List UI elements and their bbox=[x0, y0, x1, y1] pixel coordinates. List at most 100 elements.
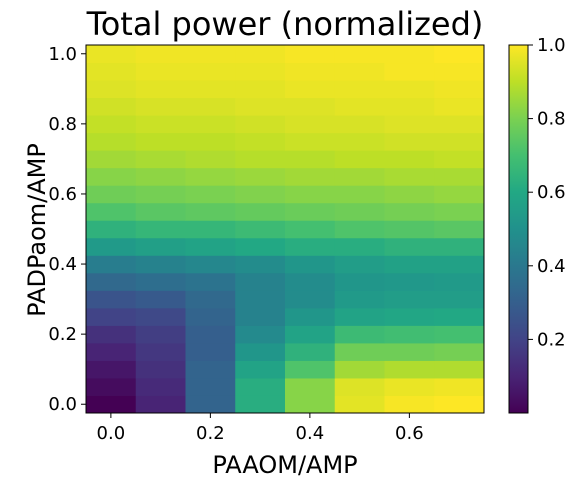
heatmap-cell bbox=[334, 62, 385, 81]
heatmap-cell bbox=[434, 167, 485, 186]
heatmap-cell bbox=[135, 167, 186, 186]
heatmap-cell bbox=[235, 97, 286, 116]
heatmap-cell bbox=[235, 220, 286, 239]
colorbar-tick-label: 0.2 bbox=[537, 329, 566, 350]
heatmap-cell bbox=[235, 255, 286, 274]
heatmap-cell bbox=[86, 202, 137, 221]
heatmap-cell bbox=[334, 220, 385, 239]
heatmap-cell bbox=[86, 342, 137, 361]
heatmap-cell bbox=[434, 220, 485, 239]
x-axis-label: PAAOM/AMP bbox=[212, 451, 357, 479]
heatmap-cell bbox=[235, 272, 286, 291]
heatmap-cell bbox=[86, 237, 137, 256]
heatmap-cell bbox=[285, 150, 336, 169]
heatmap-cell bbox=[185, 202, 236, 221]
colorbar-tick-label: 0.8 bbox=[537, 109, 566, 130]
heatmap-cell bbox=[185, 360, 236, 379]
heatmap-cell bbox=[86, 325, 137, 344]
heatmap-cell bbox=[434, 115, 485, 134]
heatmap-cell bbox=[86, 272, 137, 291]
heatmap-cell bbox=[185, 325, 236, 344]
colorbar-ticks: 0.2 0.4 0.6 0.8 1.0 bbox=[528, 35, 566, 350]
heatmap-cell bbox=[334, 272, 385, 291]
colorbar bbox=[508, 44, 529, 414]
heatmap-cell bbox=[334, 150, 385, 169]
heatmap-cell bbox=[384, 132, 435, 151]
heatmap-cell bbox=[135, 272, 186, 291]
heatmap-cell bbox=[235, 62, 286, 81]
heatmap-cell bbox=[285, 45, 336, 64]
heatmap-cell bbox=[235, 377, 286, 396]
heatmap-cell bbox=[135, 307, 186, 326]
heatmap-cell bbox=[434, 377, 485, 396]
x-tick-label: 0.2 bbox=[196, 423, 225, 444]
heatmap-cell bbox=[135, 202, 186, 221]
heatmap-cell bbox=[384, 80, 435, 99]
heatmap-cell bbox=[285, 62, 336, 81]
heatmap-cell bbox=[434, 272, 485, 291]
heatmap-cell bbox=[86, 360, 137, 379]
heatmap-cell bbox=[235, 185, 286, 204]
heatmap-cell bbox=[434, 395, 485, 414]
heatmap-cell bbox=[384, 377, 435, 396]
colorbar-tick-label: 0.6 bbox=[537, 182, 566, 203]
heatmap-cell bbox=[185, 45, 236, 64]
heatmap-cell bbox=[135, 395, 186, 414]
heatmap-cell bbox=[285, 342, 336, 361]
heatmap-cell bbox=[185, 62, 236, 81]
heatmap-cell bbox=[334, 185, 385, 204]
heatmap-cell bbox=[434, 325, 485, 344]
heatmap-cell bbox=[285, 237, 336, 256]
heatmap-cell bbox=[434, 290, 485, 309]
heatmap-cell bbox=[86, 80, 137, 99]
y-tick-label: 1.0 bbox=[48, 44, 77, 65]
heatmap-cell bbox=[334, 202, 385, 221]
heatmap-cell bbox=[135, 342, 186, 361]
chart-title: Total power (normalized) bbox=[86, 5, 484, 43]
heatmap-cell bbox=[235, 115, 286, 134]
heatmap-cell bbox=[384, 150, 435, 169]
heatmap-cell bbox=[434, 185, 485, 204]
heatmap-cell bbox=[285, 80, 336, 99]
heatmap-cell bbox=[334, 167, 385, 186]
heatmap-cell bbox=[235, 290, 286, 309]
heatmap-cells bbox=[86, 45, 485, 414]
heatmap-cell bbox=[235, 325, 286, 344]
heatmap-cell bbox=[235, 132, 286, 151]
heatmap-cell bbox=[334, 307, 385, 326]
heatmap-cell bbox=[235, 202, 286, 221]
heatmap-cell bbox=[285, 290, 336, 309]
heatmap-cell bbox=[384, 45, 435, 64]
heatmap-cell bbox=[334, 360, 385, 379]
heatmap-cell bbox=[434, 342, 485, 361]
heatmap-cell bbox=[334, 80, 385, 99]
heatmap-cell bbox=[285, 132, 336, 151]
heatmap-cell bbox=[285, 167, 336, 186]
y-axis-label: PADPaom/AMP bbox=[23, 143, 51, 317]
heatmap-cell bbox=[334, 115, 385, 134]
heatmap-cell bbox=[434, 202, 485, 221]
heatmap-cell bbox=[185, 167, 236, 186]
heatmap-cell bbox=[185, 272, 236, 291]
heatmap-cell bbox=[185, 237, 236, 256]
y-tick-label: 0.2 bbox=[48, 324, 77, 345]
heatmap-cell bbox=[334, 132, 385, 151]
heatmap-cell bbox=[135, 62, 186, 81]
heatmap-cell bbox=[86, 377, 137, 396]
heatmap-cell bbox=[334, 45, 385, 64]
heatmap-cell bbox=[434, 150, 485, 169]
heatmap-cell bbox=[185, 220, 236, 239]
heatmap-cell bbox=[86, 62, 137, 81]
heatmap-cell bbox=[384, 237, 435, 256]
heatmap-cell bbox=[384, 290, 435, 309]
heatmap-cell bbox=[86, 307, 137, 326]
heatmap-cell bbox=[285, 115, 336, 134]
heatmap-cell bbox=[86, 150, 137, 169]
x-tick-label: 0.0 bbox=[97, 423, 126, 444]
heatmap-cell bbox=[434, 237, 485, 256]
heatmap-cell bbox=[334, 255, 385, 274]
plot-frame bbox=[85, 44, 485, 414]
heatmap-cell bbox=[135, 220, 186, 239]
y-axis-ticks: 0.0 0.2 0.4 0.6 0.8 1.0 bbox=[48, 44, 86, 415]
